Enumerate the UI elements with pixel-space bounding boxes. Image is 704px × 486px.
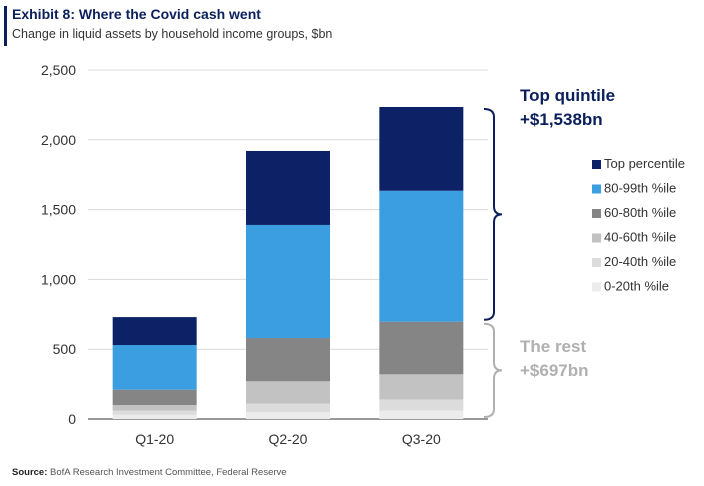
rest-bracket bbox=[483, 322, 503, 418]
legend-label: 60-80th %ile bbox=[604, 205, 676, 220]
bar-segment bbox=[246, 224, 330, 339]
legend-label: 0-20th %ile bbox=[604, 279, 669, 294]
chart-subtitle: Change in liquid assets by household inc… bbox=[12, 27, 333, 41]
x-tick-label: Q2-20 bbox=[269, 431, 308, 447]
bar-segment bbox=[112, 345, 197, 390]
stacked-bar-chart: 0 500 1,000 1,500 2,000 2,500 Q1-20 Q2-20 Q3-20 T… bbox=[41, 62, 685, 447]
rest-annotation-value: +$697bn bbox=[520, 361, 589, 380]
legend-swatch bbox=[592, 258, 601, 267]
bar-segment bbox=[379, 321, 464, 375]
bar-segment bbox=[379, 374, 464, 400]
bar-segment bbox=[379, 410, 464, 419]
chart-header: Exhibit 8: Where the Covid cash went Cha… bbox=[0, 0, 704, 48]
title-accent-bar bbox=[4, 6, 7, 46]
x-tick-label: Q1-20 bbox=[135, 431, 174, 447]
bar-segment bbox=[379, 106, 464, 191]
bar-segment bbox=[112, 317, 197, 346]
rest-annotation-title: The rest bbox=[520, 337, 586, 356]
top-quintile-annotation-value: +$1,538bn bbox=[520, 110, 603, 129]
bar-segment bbox=[112, 414, 197, 419]
bar-segment bbox=[246, 403, 330, 413]
source-label: Source: bbox=[12, 467, 48, 478]
bar-segment bbox=[379, 399, 464, 411]
legend-label: 20-40th %ile bbox=[604, 254, 676, 269]
legend-swatch bbox=[592, 209, 601, 218]
bar-segment bbox=[379, 190, 464, 322]
y-tick-label: 2,000 bbox=[41, 132, 76, 148]
legend-label: 80-99th %ile bbox=[604, 181, 676, 196]
y-tick-label: 0 bbox=[68, 411, 76, 427]
bar-segment bbox=[112, 389, 197, 406]
legend-swatch bbox=[592, 282, 601, 292]
x-tick-label: Q3-20 bbox=[402, 431, 441, 447]
y-tick-label: 2,500 bbox=[41, 62, 76, 78]
bar-segment bbox=[246, 338, 330, 382]
legend-swatch bbox=[592, 233, 601, 243]
legend-label: 40-60th %ile bbox=[604, 230, 676, 245]
bar-segment bbox=[112, 410, 197, 415]
bar-segment bbox=[246, 381, 330, 404]
legend-swatch bbox=[592, 184, 601, 194]
source-text: BofA Research Investment Committee, Fede… bbox=[50, 467, 287, 478]
bar-segment bbox=[246, 150, 330, 225]
top-quintile-annotation-title: Top quintile bbox=[520, 86, 615, 105]
legend-label: Top percentile bbox=[604, 156, 685, 171]
y-tick-label: 1,500 bbox=[41, 202, 76, 218]
source-note: Source: BofA Research Investment Committ… bbox=[12, 467, 287, 478]
chart-title: Exhibit 8: Where the Covid cash went bbox=[12, 6, 261, 22]
y-tick-label: 1,000 bbox=[41, 271, 76, 287]
legend-swatch bbox=[592, 160, 601, 169]
y-tick-label: 500 bbox=[53, 341, 77, 357]
bar-segment bbox=[112, 405, 197, 411]
top-quintile-bracket bbox=[483, 107, 503, 321]
bar-segment bbox=[246, 412, 330, 419]
